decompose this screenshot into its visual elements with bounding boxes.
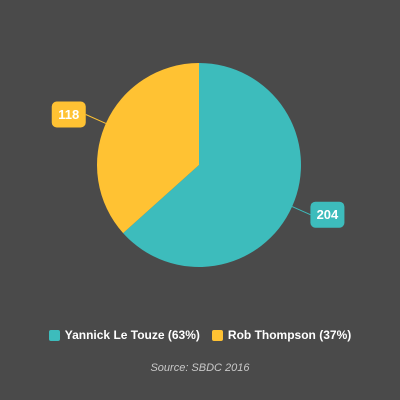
legend-item-yannick[interactable]: Yannick Le Touze (63%) (49, 328, 200, 342)
legend-label-yannick: Yannick Le Touze (63%) (65, 328, 200, 342)
legend: Yannick Le Touze (63%) Rob Thompson (37%… (0, 328, 400, 342)
data-label-rob: 118 (58, 107, 79, 122)
data-label-yannick: 204 (317, 207, 339, 222)
source-note: Source: SBDC 2016 (0, 362, 400, 374)
legend-swatch-yannick (49, 330, 60, 341)
legend-swatch-rob (212, 330, 223, 341)
callout-line-rob (86, 114, 106, 123)
legend-label-rob: Rob Thompson (37%) (228, 328, 351, 342)
callout-line-yannick (292, 207, 310, 215)
legend-item-rob[interactable]: Rob Thompson (37%) (212, 328, 351, 342)
